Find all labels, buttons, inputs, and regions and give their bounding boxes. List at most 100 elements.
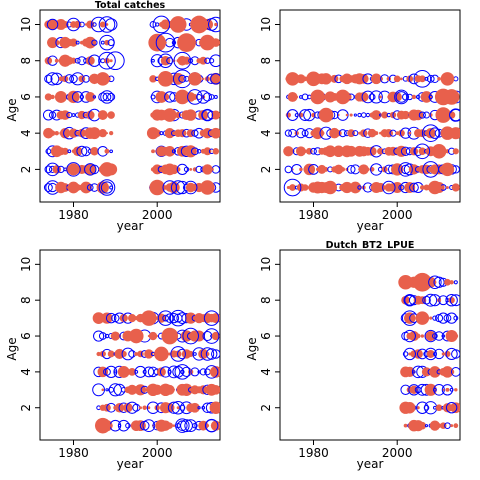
residual-bubble-negative: [398, 162, 413, 177]
residual-bubble-positive: [418, 421, 427, 430]
residual-bubble-positive: [175, 167, 181, 172]
residual-bubble-positive: [97, 110, 108, 120]
residual-bubble-negative: [98, 332, 107, 340]
y-tick-label: 4: [259, 368, 273, 376]
residual-bubble-positive: [323, 167, 329, 172]
residual-bubble-positive: [184, 145, 197, 158]
residual-bubble-negative: [301, 93, 309, 101]
residual-bubble-negative: [45, 148, 52, 155]
residual-bubble-positive: [94, 417, 111, 434]
residual-bubble-positive: [358, 73, 369, 84]
residual-bubble-positive: [204, 76, 210, 82]
panel-2: 1980 2000 2 4 6 8 10 year Age: [245, 9, 461, 233]
residual-bubble-positive: [85, 110, 95, 120]
residual-bubble-positive: [134, 352, 139, 356]
residual-bubble-negative: [201, 109, 214, 121]
residual-bubble-negative: [162, 180, 178, 195]
residual-bubble-positive: [436, 423, 442, 428]
residual-bubble-positive: [374, 131, 379, 136]
y-tick-label: 10: [259, 17, 273, 32]
residual-bubble-positive: [210, 420, 220, 431]
residual-bubble-negative: [453, 280, 458, 285]
residual-bubble-negative: [426, 74, 435, 83]
residual-bubble-negative: [418, 111, 426, 119]
residual-bubble-positive: [345, 113, 349, 117]
residual-bubble-positive: [200, 180, 215, 195]
residual-bubble-negative: [76, 145, 88, 157]
residual-bubble-positive: [156, 146, 167, 157]
residual-bubble-negative: [338, 129, 347, 138]
residual-bubble-negative: [42, 109, 54, 121]
residual-bubble-positive: [450, 424, 454, 428]
residual-bubble-positive: [440, 162, 455, 177]
panel-4: 1980 2000 2 4 6 8 10 year Age Dutch_BT2_LPUE: [245, 240, 461, 471]
residual-bubble-negative: [200, 347, 215, 361]
y-axis-label: Age: [245, 98, 259, 121]
bubble-layer: [42, 15, 220, 196]
residual-bubble-positive: [99, 21, 106, 28]
residual-bubble-positive: [303, 149, 307, 154]
residual-bubble-positive: [391, 163, 404, 176]
residual-bubble-negative: [158, 53, 173, 68]
residual-bubble-positive: [341, 181, 353, 194]
residual-bubble-negative: [178, 74, 187, 83]
residual-bubble-positive: [70, 57, 77, 64]
residual-bubble-positive: [154, 346, 169, 362]
residual-bubble-positive: [400, 77, 403, 81]
residual-bubble-negative: [421, 124, 440, 142]
residual-bubble-negative: [106, 51, 125, 71]
residual-bubble-positive: [435, 404, 443, 412]
y-tick-label: 2: [19, 404, 33, 412]
residual-bubble-negative: [408, 384, 420, 396]
residual-bubble-negative: [284, 165, 293, 174]
residual-bubble-positive: [401, 295, 410, 305]
residual-bubble-negative: [92, 383, 106, 397]
residual-bubble-positive: [154, 405, 160, 411]
residual-bubble-negative: [445, 402, 458, 414]
residual-bubble-positive: [349, 113, 353, 117]
residual-bubble-positive: [128, 314, 137, 323]
residual-bubble-positive: [415, 311, 430, 325]
residual-bubble-negative: [100, 40, 105, 45]
residual-bubble-positive: [114, 402, 125, 413]
residual-bubble-positive: [285, 112, 291, 118]
x-tick-label: 1980: [58, 208, 89, 222]
residual-bubble-positive: [337, 114, 340, 117]
bubble-layer: [92, 309, 220, 434]
residual-bubble-positive: [210, 127, 220, 139]
residual-bubble-positive: [188, 72, 202, 86]
y-tick-label: 8: [19, 57, 33, 65]
residual-bubble-positive: [161, 327, 179, 345]
residual-bubble-positive: [189, 167, 193, 171]
residual-bubble-negative: [197, 406, 201, 410]
residual-bubble-positive: [67, 163, 80, 176]
residual-bubble-negative: [449, 294, 460, 307]
residual-bubble-negative: [159, 131, 164, 136]
residual-bubble-positive: [428, 180, 442, 195]
residual-bubble-positive: [424, 383, 437, 396]
residual-bubble-positive: [107, 111, 115, 119]
residual-bubble-positive: [347, 129, 356, 138]
residual-bubble-negative: [109, 185, 114, 190]
residual-bubble-positive: [406, 75, 414, 83]
residual-bubble-positive: [149, 179, 166, 196]
residual-bubble-negative: [209, 54, 220, 68]
residual-bubble-negative: [100, 90, 114, 104]
y-tick-label: 6: [259, 332, 273, 340]
residual-bubble-negative: [432, 315, 438, 321]
residual-bubble-positive: [420, 91, 433, 103]
residual-bubble-negative: [71, 91, 84, 103]
plot-frame: [279, 249, 461, 441]
residual-bubble-positive: [110, 331, 120, 341]
y-tick-label: 8: [259, 57, 273, 65]
residual-bubble-positive: [379, 95, 382, 99]
residual-bubble-negative: [92, 22, 97, 27]
residual-bubble-positive: [128, 367, 136, 376]
residual-bubble-negative: [402, 351, 409, 357]
residual-bubble-negative: [168, 312, 180, 324]
residual-bubble-negative: [102, 92, 112, 102]
residual-bubble-positive: [301, 184, 309, 191]
residual-bubble-positive: [210, 313, 220, 324]
residual-bubble-positive: [190, 15, 208, 34]
residual-bubble-negative: [429, 127, 441, 139]
